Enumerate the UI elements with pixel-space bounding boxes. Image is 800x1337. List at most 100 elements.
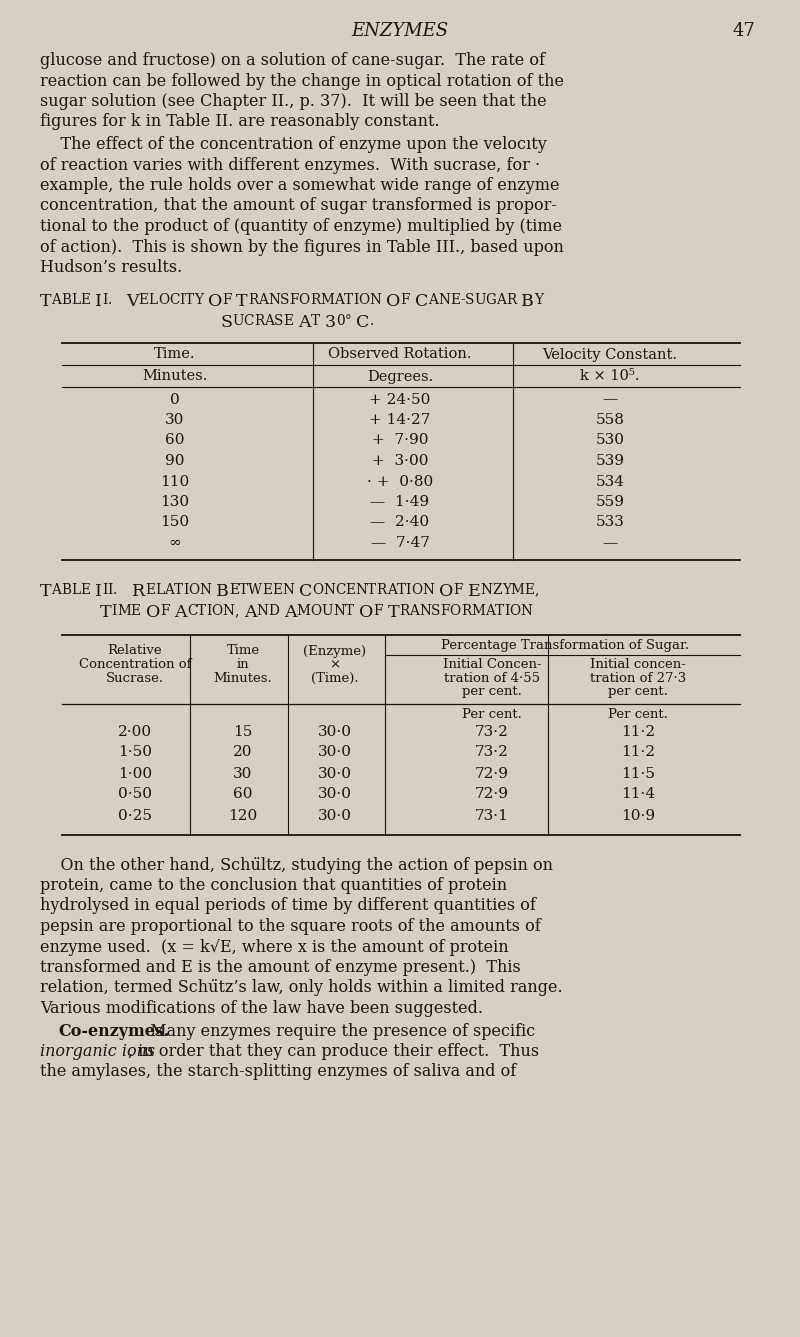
- Text: G: G: [486, 294, 496, 308]
- Text: A: A: [264, 314, 274, 328]
- Text: A: A: [496, 294, 506, 308]
- Text: B: B: [62, 294, 71, 308]
- Text: 110: 110: [160, 475, 190, 488]
- Text: B: B: [216, 583, 229, 600]
- Text: L: L: [71, 294, 81, 308]
- Text: 559: 559: [595, 495, 625, 509]
- Text: S: S: [274, 314, 283, 328]
- Text: A: A: [51, 583, 62, 598]
- Text: F: F: [222, 294, 231, 308]
- Text: 150: 150: [161, 516, 190, 529]
- Text: A: A: [258, 294, 268, 308]
- Text: R: R: [377, 583, 386, 598]
- Text: Degrees.: Degrees.: [367, 369, 433, 384]
- Text: tration of 4·55: tration of 4·55: [444, 671, 540, 685]
- Text: Initial Concen-: Initial Concen-: [442, 658, 542, 671]
- Text: N: N: [521, 604, 532, 618]
- Text: O: O: [411, 583, 422, 598]
- Text: figures for k in Table II. are reasonably constant.: figures for k in Table II. are reasonabl…: [40, 114, 440, 131]
- Text: Sucrase.: Sucrase.: [106, 671, 164, 685]
- Text: T: T: [397, 583, 406, 598]
- Text: tration of 27·3: tration of 27·3: [590, 671, 686, 685]
- Text: 15: 15: [234, 725, 253, 738]
- Text: C: C: [415, 294, 428, 310]
- Text: I: I: [95, 583, 102, 600]
- Text: F: F: [401, 294, 410, 308]
- Text: hydrolysed in equal periods of time by different quantities of: hydrolysed in equal periods of time by d…: [40, 897, 536, 915]
- Text: Time.: Time.: [154, 348, 196, 361]
- Text: W: W: [248, 583, 262, 598]
- Text: N: N: [370, 294, 382, 308]
- Text: A: A: [174, 604, 186, 620]
- Text: glucose and fructose) on a solution of cane-sugar.  The rate of: glucose and fructose) on a solution of c…: [40, 52, 545, 70]
- Text: E: E: [346, 583, 355, 598]
- Text: N: N: [256, 604, 268, 618]
- Text: 11·4: 11·4: [621, 787, 655, 801]
- Text: Velocity Constant.: Velocity Constant.: [542, 348, 678, 361]
- Text: 11·2: 11·2: [621, 746, 655, 759]
- Text: ENZYMES: ENZYMES: [351, 21, 449, 40]
- Text: O: O: [208, 294, 222, 310]
- Text: tional to the product of (quantity of enzyme) multiplied by (time: tional to the product of (quantity of en…: [40, 218, 562, 235]
- Text: O: O: [188, 583, 199, 598]
- Text: A: A: [284, 604, 296, 620]
- Text: 533: 533: [595, 516, 625, 529]
- Text: N: N: [480, 583, 492, 598]
- Text: T: T: [344, 294, 353, 308]
- Text: R: R: [461, 604, 471, 618]
- Text: relation, termed Schütz’s law, only holds within a limited range.: relation, termed Schütz’s law, only hol…: [40, 980, 562, 996]
- Text: Percentage Transformation of Sugar.: Percentage Transformation of Sugar.: [441, 639, 689, 652]
- Text: · +  0·80: · + 0·80: [367, 475, 433, 488]
- Text: A: A: [409, 604, 419, 618]
- Text: O: O: [386, 294, 401, 310]
- Text: T: T: [197, 604, 206, 618]
- Text: 30·0: 30·0: [318, 787, 352, 801]
- Text: I: I: [406, 583, 411, 598]
- Text: D: D: [268, 604, 279, 618]
- Text: I: I: [108, 583, 113, 598]
- Text: S: S: [431, 604, 440, 618]
- Text: A: A: [244, 604, 256, 620]
- Text: O: O: [510, 604, 521, 618]
- Text: I: I: [504, 604, 510, 618]
- Text: 10·9: 10·9: [621, 809, 655, 822]
- Text: 73·1: 73·1: [475, 809, 509, 822]
- Text: E: E: [81, 294, 90, 308]
- Text: R: R: [248, 294, 258, 308]
- Text: + 14·27: + 14·27: [370, 413, 430, 427]
- Text: R: R: [399, 604, 409, 618]
- Text: E: E: [283, 314, 294, 328]
- Text: C: C: [169, 294, 179, 308]
- Text: 72·9: 72·9: [475, 766, 509, 781]
- Text: 3: 3: [325, 314, 336, 332]
- Text: of action).  This is shown by the figures in Table III., based upon: of action). This is shown by the figures…: [40, 238, 564, 255]
- Text: +  7·90: + 7·90: [372, 433, 428, 448]
- Text: N: N: [268, 294, 280, 308]
- Text: N: N: [282, 583, 294, 598]
- Text: F: F: [454, 583, 462, 598]
- Text: E: E: [145, 583, 155, 598]
- Text: 30: 30: [234, 766, 253, 781]
- Text: I: I: [102, 294, 108, 308]
- Text: Minutes.: Minutes.: [214, 671, 272, 685]
- Text: I: I: [183, 583, 188, 598]
- Text: R: R: [131, 583, 145, 600]
- Text: 30: 30: [166, 413, 185, 427]
- Text: L: L: [71, 583, 81, 598]
- Text: M: M: [320, 294, 334, 308]
- Text: Many enzymes require the presence of specific: Many enzymes require the presence of spe…: [140, 1023, 535, 1039]
- Text: T: T: [40, 294, 51, 310]
- Text: A: A: [51, 294, 62, 308]
- Text: the amylases, the starch-splitting enzymes of saliva and of: the amylases, the starch-splitting enzym…: [40, 1063, 516, 1080]
- Text: B: B: [62, 583, 71, 598]
- Text: transformed and E is the amount of enzyme present.)  This: transformed and E is the amount of enzym…: [40, 959, 521, 976]
- Text: +  3·00: + 3·00: [372, 455, 428, 468]
- Text: O: O: [298, 294, 310, 308]
- Text: T: T: [185, 294, 194, 308]
- Text: S: S: [465, 294, 474, 308]
- Text: 30·0: 30·0: [318, 746, 352, 759]
- Text: 0·25: 0·25: [118, 809, 152, 822]
- Text: E: E: [450, 294, 460, 308]
- Text: example, the rule holds over a somewhat wide range of enzyme: example, the rule holds over a somewhat …: [40, 176, 559, 194]
- Text: 1·00: 1·00: [118, 766, 152, 781]
